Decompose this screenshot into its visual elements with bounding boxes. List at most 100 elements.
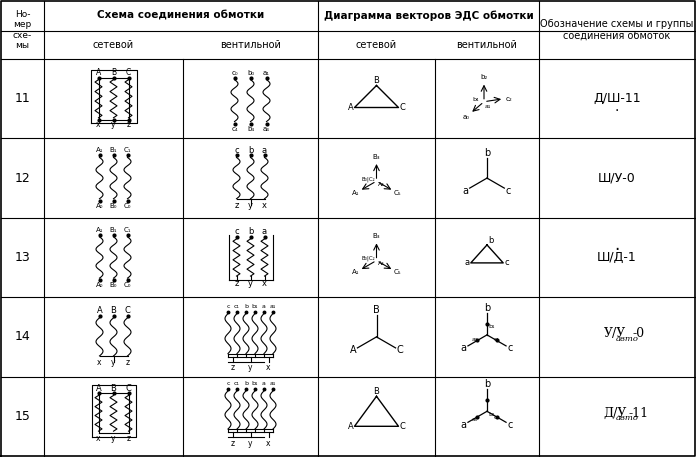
Text: b₁: b₁: [252, 304, 258, 309]
Text: Диаграмма векторов ЭДС обмотки: Диаграмма векторов ЭДС обмотки: [324, 11, 533, 21]
Text: C: C: [125, 306, 130, 315]
Text: B: B: [373, 305, 380, 315]
Text: сетевой: сетевой: [356, 40, 397, 50]
Text: a₀: a₀: [463, 114, 470, 120]
Text: A₁: A₁: [352, 190, 359, 196]
Text: y: y: [111, 434, 116, 443]
Text: c: c: [506, 186, 512, 196]
Text: b₄: b₄: [473, 97, 480, 102]
Text: y: y: [248, 363, 253, 372]
Text: C₁: C₁: [124, 227, 132, 233]
Text: C₅: C₅: [393, 270, 401, 276]
Text: авто: авто: [615, 414, 638, 422]
Text: A₁: A₁: [352, 270, 359, 276]
Text: c: c: [507, 343, 513, 353]
Text: a: a: [464, 258, 469, 267]
Text: b: b: [484, 379, 490, 389]
Text: c: c: [507, 420, 513, 430]
Text: -0: -0: [633, 327, 645, 340]
Text: Ш/У-0: Ш/У-0: [598, 171, 636, 185]
Text: b: b: [484, 303, 490, 313]
Text: b: b: [489, 236, 493, 245]
Text: y: y: [248, 201, 253, 210]
Text: z: z: [127, 120, 131, 129]
Text: B₁: B₁: [110, 227, 117, 233]
Text: A: A: [97, 306, 102, 315]
Text: b₁: b₁: [489, 324, 496, 329]
Text: c: c: [234, 146, 239, 155]
Text: b: b: [484, 148, 490, 158]
Text: y: y: [248, 279, 253, 287]
Text: B: B: [374, 76, 379, 85]
Text: 14: 14: [15, 330, 31, 343]
Text: a: a: [262, 228, 267, 236]
Text: c: c: [226, 304, 230, 309]
Text: b₀: b₀: [247, 69, 254, 76]
Text: b: b: [248, 228, 253, 236]
Text: Но-
мер
схе-
мы: Но- мер схе- мы: [13, 10, 32, 50]
Text: c: c: [505, 258, 509, 267]
Text: вентильной: вентильной: [457, 40, 517, 50]
Text: a₀: a₀: [472, 417, 478, 422]
Text: c₁: c₁: [234, 304, 240, 309]
Text: B₁: B₁: [110, 148, 117, 154]
Text: c: c: [234, 228, 239, 236]
Text: A: A: [96, 68, 101, 77]
Text: A₀: A₀: [96, 203, 103, 209]
Text: B₃: B₃: [373, 234, 380, 239]
Text: c₀: c₀: [494, 415, 500, 420]
Text: C: C: [397, 345, 403, 356]
Text: C₀: C₀: [124, 282, 132, 288]
Text: c₁: c₁: [234, 382, 240, 386]
Text: c₂: c₂: [505, 96, 512, 102]
Text: c₄: c₄: [231, 126, 238, 132]
Text: a₁: a₁: [270, 304, 276, 309]
Text: A₀: A₀: [96, 282, 103, 288]
Text: b₄: b₄: [247, 126, 254, 132]
Text: z: z: [127, 434, 131, 443]
Text: A: A: [95, 384, 102, 393]
Text: z: z: [235, 201, 239, 210]
Text: A₁: A₁: [96, 148, 103, 154]
Text: a: a: [461, 420, 466, 430]
Text: c₁: c₁: [494, 337, 500, 342]
Text: 12: 12: [15, 171, 31, 185]
Text: b₁: b₁: [252, 382, 258, 386]
Text: B₀|C₂: B₀|C₂: [362, 256, 375, 261]
Text: b₂: b₂: [480, 74, 488, 80]
Text: B₃: B₃: [373, 154, 380, 160]
Text: C: C: [400, 103, 406, 112]
Text: B₀|C₂: B₀|C₂: [362, 176, 375, 182]
Text: c₀: c₀: [231, 69, 238, 76]
Text: C₅: C₅: [393, 190, 401, 196]
Text: z: z: [230, 439, 235, 447]
Text: -11: -11: [629, 407, 649, 420]
Text: y: y: [248, 439, 253, 447]
Text: B: B: [111, 306, 116, 315]
Text: a₁: a₁: [485, 104, 491, 109]
Text: B₀: B₀: [110, 282, 117, 288]
Text: У/У: У/У: [604, 327, 626, 340]
Text: b₁: b₁: [489, 412, 496, 417]
Text: A: A: [347, 422, 354, 431]
Text: A: A: [350, 345, 356, 356]
Text: C: C: [400, 422, 406, 431]
Text: a: a: [262, 146, 267, 155]
Text: A₁: A₁: [96, 227, 103, 233]
Text: b: b: [244, 304, 248, 309]
Text: z: z: [230, 363, 235, 372]
Text: x: x: [267, 439, 271, 447]
Text: Схема соединения обмотки: Схема соединения обмотки: [97, 11, 264, 21]
Text: x: x: [96, 120, 101, 129]
Text: y: y: [111, 358, 116, 367]
Text: y: y: [111, 120, 116, 129]
Text: a: a: [262, 304, 266, 309]
Text: C: C: [126, 68, 131, 77]
Text: C₁: C₁: [124, 148, 132, 154]
Text: 13: 13: [15, 251, 31, 264]
Text: a: a: [262, 382, 266, 386]
Text: C₀: C₀: [124, 203, 132, 209]
Text: c: c: [226, 382, 230, 386]
Text: B₀: B₀: [110, 203, 117, 209]
Text: Д/У: Д/У: [603, 407, 626, 420]
